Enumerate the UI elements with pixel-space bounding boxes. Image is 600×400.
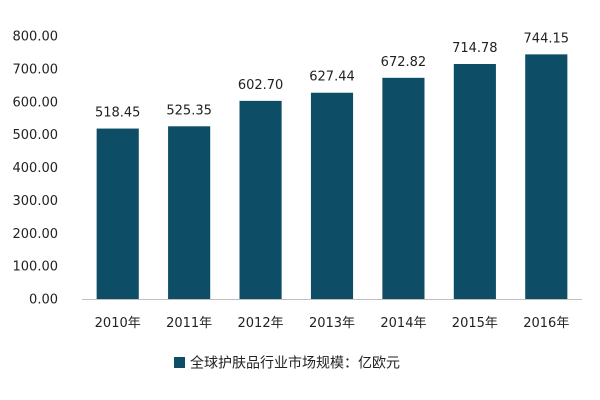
bar <box>310 92 354 300</box>
y-axis: 0.00 100.00 200.00 300.00 400.00 500.00 600.00… <box>13 30 59 308</box>
x-tick-label: 2013年 <box>309 316 355 331</box>
bar <box>382 77 425 299</box>
legend-label: 全球护肤品行业市场规模：亿欧元 <box>190 355 400 372</box>
bar-series <box>96 54 568 300</box>
legend: 全球护肤品行业市场规模：亿欧元 <box>174 355 400 372</box>
y-tick-label: 400.00 <box>13 161 59 176</box>
y-tick-label: 700.00 <box>13 62 59 77</box>
bar-value-label: 602.70 <box>238 78 284 93</box>
y-tick-label: 500.00 <box>13 128 59 143</box>
x-tick-label: 2012年 <box>238 316 284 331</box>
bar-value-label: 525.35 <box>166 103 212 118</box>
y-tick-label: 600.00 <box>13 95 59 110</box>
legend-swatch <box>174 357 185 368</box>
bar <box>239 100 282 300</box>
x-tick-label: 2016年 <box>523 316 569 331</box>
x-tick-label: 2010年 <box>95 316 141 331</box>
x-tick-label: 2015年 <box>452 316 498 331</box>
bar-value-label: 672.82 <box>381 55 427 70</box>
bar-value-label: 714.78 <box>452 41 498 56</box>
bar-value-label: 627.44 <box>309 70 355 85</box>
x-tick-label: 2014年 <box>380 316 426 331</box>
y-tick-label: 300.00 <box>13 194 59 209</box>
y-tick-label: 200.00 <box>13 227 59 242</box>
bar-value-label: 744.15 <box>524 31 570 46</box>
x-tick-label: 2011年 <box>166 316 212 331</box>
bar <box>168 126 211 299</box>
bar-value-label: 518.45 <box>95 106 141 121</box>
y-tick-label: 0.00 <box>29 293 58 308</box>
x-axis: 2010年 2011年 2012年 2013年 2014年 2015年 2016年 <box>95 316 570 331</box>
bar <box>96 128 139 299</box>
data-labels: 518.45 525.35 602.70 627.44 672.82 714.78 744.… <box>95 31 569 120</box>
bar <box>525 54 568 299</box>
y-tick-label: 800.00 <box>13 30 59 45</box>
bar <box>453 64 496 299</box>
y-tick-label: 100.00 <box>13 260 59 275</box>
